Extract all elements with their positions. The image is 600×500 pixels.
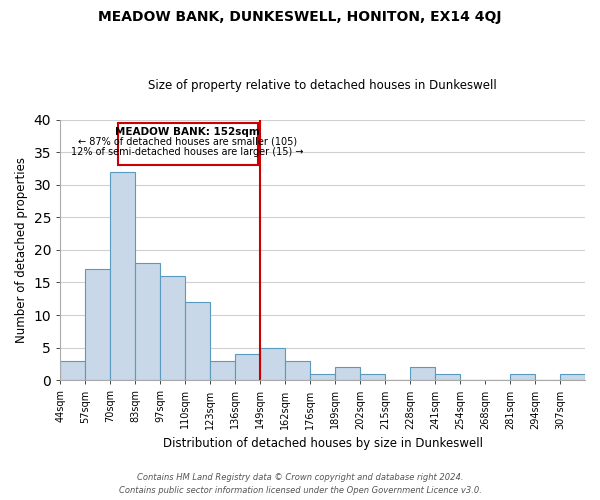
Bar — [310, 374, 335, 380]
Bar — [360, 374, 385, 380]
Bar — [135, 263, 160, 380]
Bar — [85, 270, 110, 380]
Bar — [110, 172, 135, 380]
Bar — [235, 354, 260, 380]
Text: Contains HM Land Registry data © Crown copyright and database right 2024.
Contai: Contains HM Land Registry data © Crown c… — [119, 474, 481, 495]
Bar — [410, 367, 435, 380]
Bar — [260, 348, 285, 380]
Bar — [60, 360, 85, 380]
Bar — [510, 374, 535, 380]
Text: ← 87% of detached houses are smaller (105): ← 87% of detached houses are smaller (10… — [78, 136, 297, 146]
Bar — [185, 302, 210, 380]
Bar — [285, 360, 310, 380]
FancyBboxPatch shape — [118, 123, 257, 165]
Bar — [160, 276, 185, 380]
Y-axis label: Number of detached properties: Number of detached properties — [15, 157, 28, 343]
Text: MEADOW BANK: 152sqm: MEADOW BANK: 152sqm — [115, 128, 260, 138]
Text: MEADOW BANK, DUNKESWELL, HONITON, EX14 4QJ: MEADOW BANK, DUNKESWELL, HONITON, EX14 4… — [98, 10, 502, 24]
Bar — [210, 360, 235, 380]
Bar — [335, 367, 360, 380]
X-axis label: Distribution of detached houses by size in Dunkeswell: Distribution of detached houses by size … — [163, 437, 482, 450]
Bar — [560, 374, 585, 380]
Text: 12% of semi-detached houses are larger (15) →: 12% of semi-detached houses are larger (… — [71, 147, 304, 157]
Bar — [435, 374, 460, 380]
Title: Size of property relative to detached houses in Dunkeswell: Size of property relative to detached ho… — [148, 79, 497, 92]
